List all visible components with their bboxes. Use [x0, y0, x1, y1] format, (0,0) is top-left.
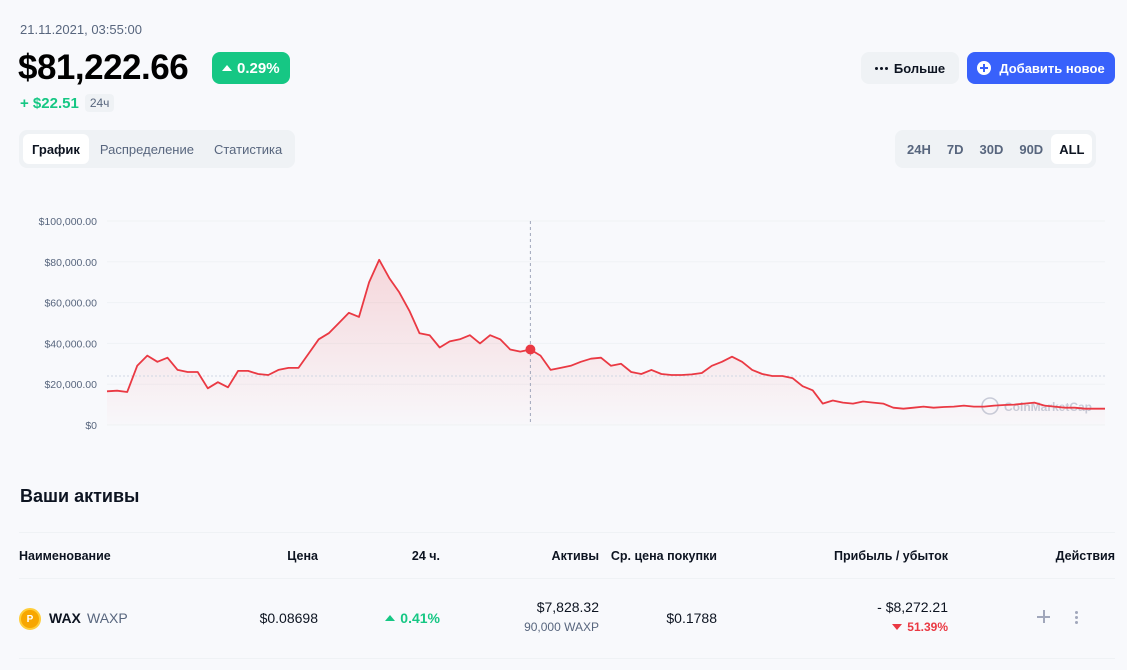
change-pct-value: 0.29%	[237, 59, 280, 77]
y-tick-label: $40,000.00	[44, 338, 97, 350]
col-holdings[interactable]: Активы	[551, 549, 599, 563]
assets-title: Ваши активы	[20, 486, 140, 506]
chart-series-line	[106, 258, 1105, 410]
range-all[interactable]: ALL	[1051, 134, 1093, 164]
add-new-button[interactable]: Добавить новое	[967, 52, 1115, 84]
add-transaction-icon[interactable]	[1036, 608, 1052, 626]
tab-statistics[interactable]: Статистика	[213, 141, 283, 157]
table-row[interactable]: P WAX WAXP $0.08698 0.41% $7,828.32 90,0…	[19, 579, 1115, 659]
y-tick-label: $60,000.00	[44, 298, 97, 310]
y-tick-label: $0	[85, 420, 97, 432]
more-dots-icon	[874, 66, 888, 70]
coin-pnl: - $8,272.21 51.39%	[877, 599, 948, 634]
y-tick-label: $20,000.00	[44, 379, 97, 391]
pnl-value: - $8,272.21	[877, 599, 948, 615]
chart-area-fill	[107, 259, 1105, 425]
triangle-down-icon	[892, 624, 903, 630]
range-7d[interactable]: 7D	[946, 141, 964, 157]
watermark-text: CoinMarketCap	[1004, 400, 1092, 414]
triangle-up-icon	[222, 65, 232, 71]
portfolio-chart[interactable]: $100,000.00 $80,000.00 $60,000.00 $40,000.0…	[0, 200, 1127, 450]
col-pnl[interactable]: Прибыль / убыток	[834, 549, 948, 563]
change-period: 24ч	[84, 94, 115, 112]
tab-chart[interactable]: График	[23, 134, 89, 164]
more-actions-icon[interactable]	[1072, 611, 1080, 625]
add-new-label: Добавить новое	[999, 60, 1105, 76]
change-pct-badge: 0.29%	[212, 52, 290, 84]
range-90d[interactable]: 90D	[1019, 141, 1044, 157]
avg-buy-price: $0.1788	[666, 610, 717, 626]
change-value: + $22.51	[20, 94, 79, 112]
more-button[interactable]: Больше	[861, 52, 959, 84]
col-price[interactable]: Цена	[287, 549, 318, 563]
holdings-value: $7,828.32	[536, 599, 599, 615]
coin-holdings: $7,828.32 90,000 WAXP	[524, 599, 599, 634]
timestamp: 21.11.2021, 03:55:00	[20, 22, 142, 37]
view-tabs: График Распределение Статистика	[19, 130, 296, 168]
pnl-pct: 51.39%	[877, 620, 948, 634]
range-selector: 24H 7D 30D 90D ALL	[895, 130, 1097, 168]
range-30d[interactable]: 30D	[979, 141, 1004, 157]
coin-name[interactable]: WAX	[49, 610, 81, 626]
assets-table: Наименование Цена 24 ч. Активы Ср. цена …	[19, 532, 1115, 659]
table-header: Наименование Цена 24 ч. Активы Ср. цена …	[19, 532, 1115, 579]
more-button-label: Больше	[893, 60, 946, 76]
col-actions: Действия	[1055, 549, 1115, 563]
col-name[interactable]: Наименование	[19, 549, 111, 563]
plus-circle-icon	[977, 61, 992, 75]
col-24h[interactable]: 24 ч.	[411, 549, 440, 563]
tab-allocation[interactable]: Распределение	[99, 141, 194, 157]
holdings-qty: 90,000 WAXP	[524, 620, 599, 634]
chart-highlight-point	[525, 344, 536, 355]
wax-coin-icon: P	[19, 608, 41, 630]
y-tick-label: $100,000.00	[39, 216, 98, 228]
portfolio-balance: $81,222.66	[18, 48, 189, 87]
triangle-up-icon	[385, 615, 396, 621]
portfolio-chart-svg[interactable]: $100,000.00 $80,000.00 $60,000.00 $40,000.0…	[0, 200, 1127, 450]
coin-change-24h: 0.41%	[385, 610, 440, 626]
coin-price: $0.08698	[259, 610, 318, 626]
y-tick-label: $80,000.00	[44, 257, 97, 269]
range-24h[interactable]: 24H	[907, 141, 931, 157]
change-row: + $22.51 24ч	[20, 94, 115, 112]
coin-symbol: WAXP	[87, 610, 128, 626]
col-avg-price[interactable]: Ср. цена покупки	[610, 549, 717, 563]
